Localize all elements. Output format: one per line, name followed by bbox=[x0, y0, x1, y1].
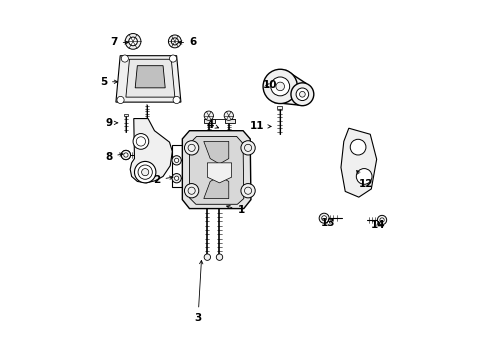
Polygon shape bbox=[207, 163, 231, 183]
Circle shape bbox=[241, 184, 255, 198]
Circle shape bbox=[171, 38, 178, 45]
Text: 1: 1 bbox=[226, 205, 244, 215]
Circle shape bbox=[321, 216, 326, 221]
Text: 5: 5 bbox=[100, 77, 117, 87]
Polygon shape bbox=[130, 118, 172, 183]
Circle shape bbox=[241, 141, 255, 155]
Text: 13: 13 bbox=[321, 218, 335, 228]
Circle shape bbox=[172, 156, 181, 165]
Circle shape bbox=[203, 254, 210, 260]
Circle shape bbox=[168, 35, 181, 48]
Circle shape bbox=[356, 168, 371, 184]
Circle shape bbox=[142, 168, 148, 176]
Text: 9: 9 bbox=[105, 118, 118, 128]
Circle shape bbox=[290, 83, 313, 106]
Circle shape bbox=[319, 213, 328, 223]
Circle shape bbox=[174, 176, 179, 180]
Circle shape bbox=[224, 111, 233, 120]
Text: 7: 7 bbox=[110, 37, 128, 48]
Text: 2: 2 bbox=[153, 175, 173, 185]
Circle shape bbox=[125, 33, 141, 49]
Polygon shape bbox=[135, 66, 165, 88]
Bar bbox=[276, 107, 282, 109]
Polygon shape bbox=[182, 131, 250, 208]
Circle shape bbox=[128, 37, 137, 46]
Bar bbox=[123, 113, 128, 116]
Text: 11: 11 bbox=[249, 121, 271, 131]
Polygon shape bbox=[274, 70, 305, 105]
Circle shape bbox=[184, 141, 198, 155]
Circle shape bbox=[275, 82, 284, 91]
Circle shape bbox=[121, 55, 128, 62]
Polygon shape bbox=[189, 136, 244, 204]
Polygon shape bbox=[116, 56, 181, 102]
Polygon shape bbox=[204, 118, 215, 123]
Text: 3: 3 bbox=[194, 261, 203, 323]
Circle shape bbox=[123, 153, 128, 157]
Circle shape bbox=[270, 77, 289, 96]
Circle shape bbox=[134, 161, 156, 183]
Text: 6: 6 bbox=[178, 37, 196, 48]
Circle shape bbox=[203, 111, 213, 120]
Circle shape bbox=[299, 91, 305, 97]
Circle shape bbox=[117, 96, 124, 104]
Circle shape bbox=[377, 215, 386, 225]
Polygon shape bbox=[203, 141, 228, 164]
Circle shape bbox=[121, 150, 130, 159]
Circle shape bbox=[263, 69, 297, 104]
Circle shape bbox=[184, 184, 198, 198]
Text: 14: 14 bbox=[370, 220, 385, 230]
Circle shape bbox=[172, 174, 181, 183]
Circle shape bbox=[216, 254, 222, 260]
Polygon shape bbox=[224, 118, 235, 123]
Polygon shape bbox=[203, 176, 228, 199]
Text: 8: 8 bbox=[105, 152, 122, 162]
Circle shape bbox=[295, 88, 308, 100]
Circle shape bbox=[133, 134, 148, 149]
Bar bbox=[172, 145, 189, 187]
Circle shape bbox=[169, 55, 176, 62]
Text: 4: 4 bbox=[206, 120, 218, 130]
Circle shape bbox=[121, 150, 130, 159]
Polygon shape bbox=[340, 128, 376, 197]
Circle shape bbox=[379, 218, 384, 222]
Circle shape bbox=[174, 158, 179, 162]
Circle shape bbox=[349, 139, 365, 155]
Polygon shape bbox=[125, 59, 175, 97]
Text: 12: 12 bbox=[356, 171, 372, 189]
Text: 10: 10 bbox=[262, 80, 276, 90]
Circle shape bbox=[173, 96, 180, 104]
